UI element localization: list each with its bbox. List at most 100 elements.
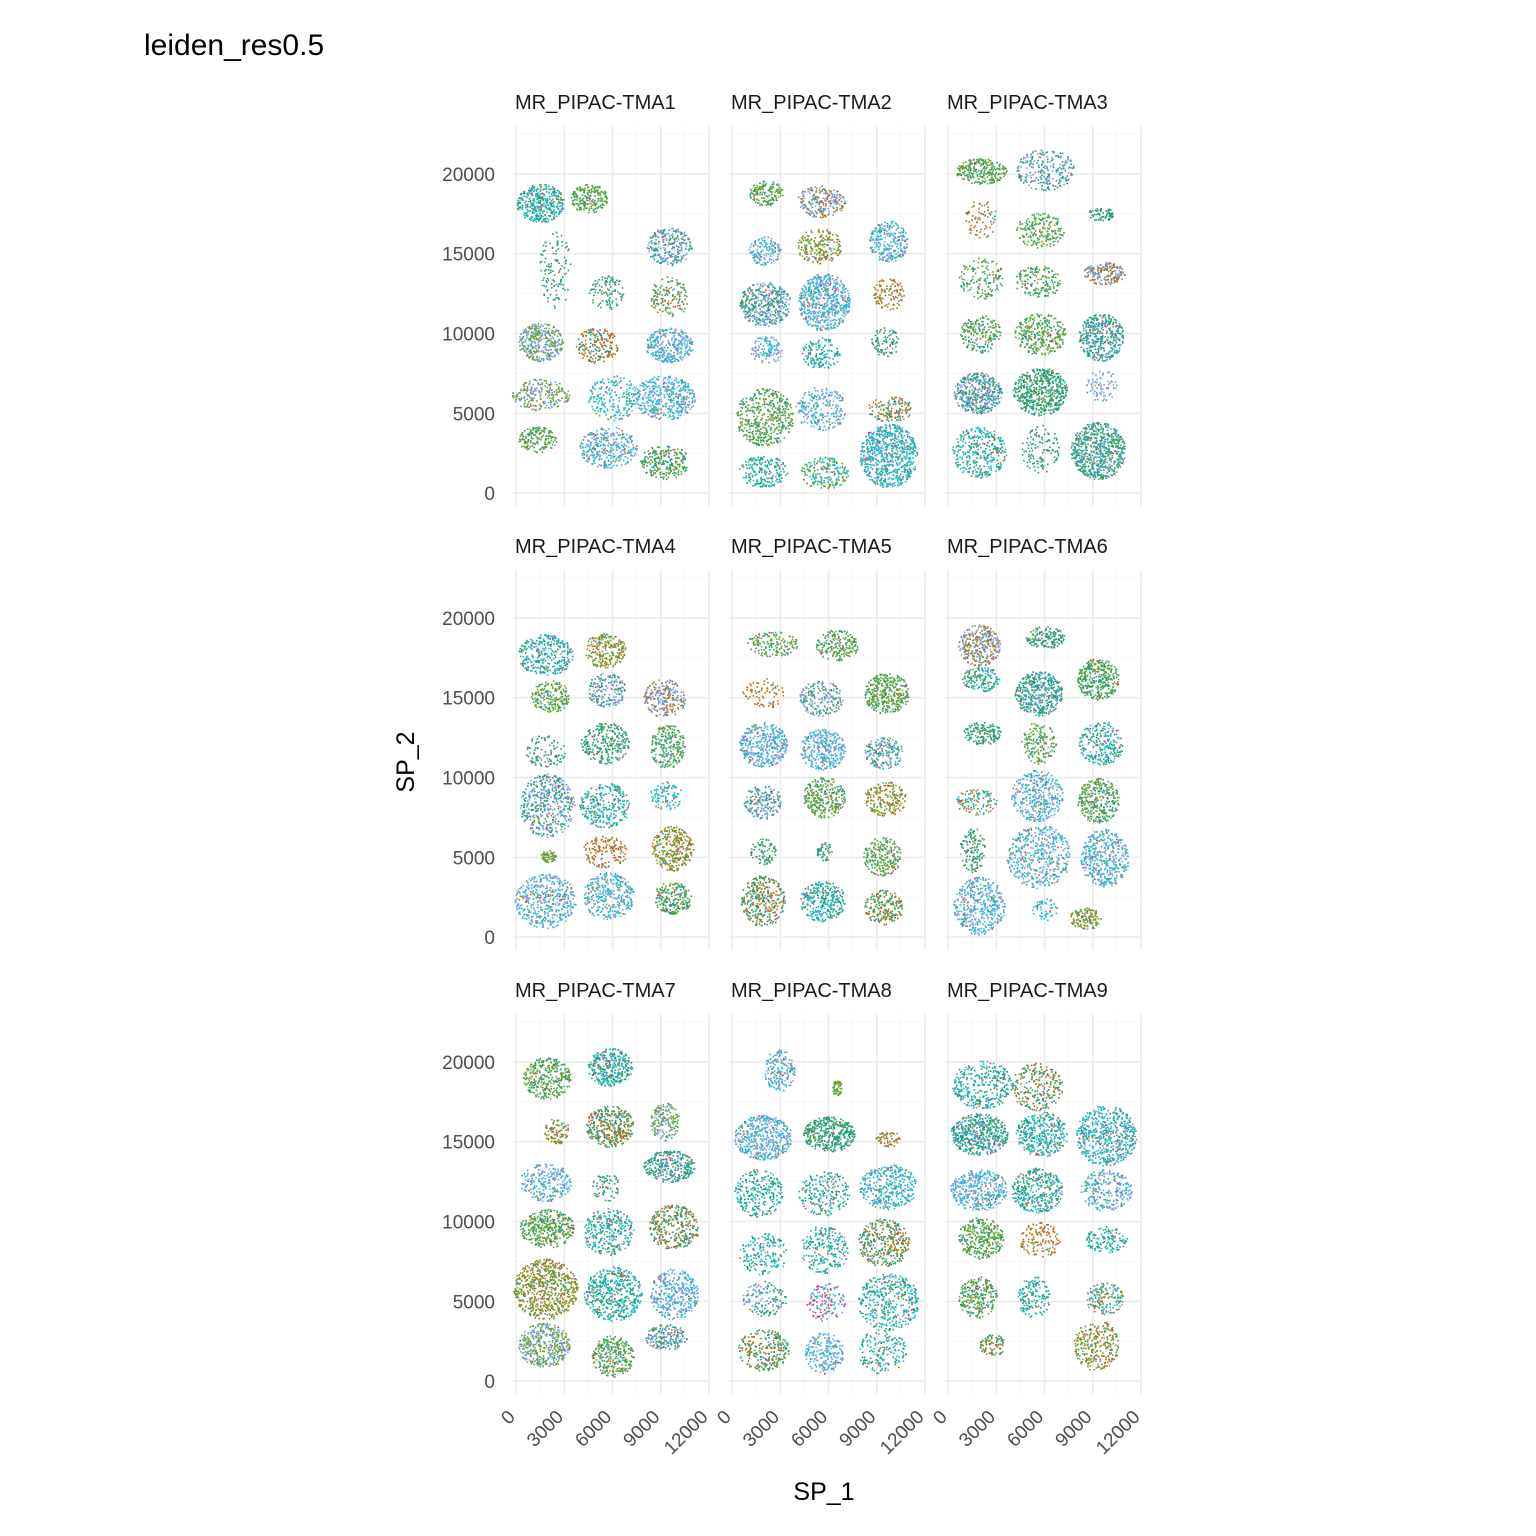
data-point — [604, 451, 607, 454]
data-point — [801, 237, 804, 240]
data-point — [582, 348, 584, 351]
data-point — [689, 389, 691, 392]
data-point — [654, 409, 656, 411]
data-point — [565, 259, 568, 261]
data-point — [606, 437, 609, 439]
data-point — [598, 278, 600, 281]
data-point — [758, 259, 761, 261]
data-point — [557, 398, 559, 401]
data-point — [531, 357, 534, 360]
data-point — [654, 233, 657, 236]
data-point — [770, 185, 772, 188]
data-point — [773, 286, 775, 289]
data-point — [644, 411, 646, 414]
data-point — [581, 199, 583, 202]
data-point — [676, 359, 679, 361]
data-point — [678, 385, 680, 387]
data-point — [525, 351, 527, 353]
data-point — [541, 386, 543, 389]
data-point — [646, 343, 649, 346]
data-point — [606, 295, 609, 297]
data-point — [526, 205, 528, 207]
data-point — [673, 253, 675, 256]
data-point — [763, 197, 765, 199]
data-point — [545, 404, 548, 407]
data-point — [537, 383, 539, 385]
data-point — [618, 456, 620, 459]
data-point — [677, 407, 679, 410]
data-point — [687, 249, 690, 252]
data-point — [678, 404, 681, 407]
data-point — [780, 315, 783, 318]
data-point — [672, 399, 675, 401]
data-point — [538, 345, 541, 347]
data-point — [527, 205, 529, 208]
data-point — [670, 458, 673, 461]
data-point — [662, 304, 665, 306]
data-point — [649, 246, 652, 248]
data-point — [777, 310, 779, 312]
data-point — [551, 351, 554, 354]
data-point — [634, 452, 637, 455]
data-point — [556, 393, 558, 395]
data-point — [592, 360, 594, 363]
data-point — [540, 208, 542, 210]
data-point — [520, 438, 523, 441]
data-point — [687, 337, 689, 339]
data-point — [894, 237, 897, 240]
data-point — [537, 343, 540, 346]
data-point — [555, 250, 557, 252]
data-point — [583, 208, 585, 211]
data-point — [665, 329, 667, 331]
data-point — [658, 402, 660, 404]
data-point — [592, 284, 594, 286]
data-point — [642, 398, 644, 401]
data-point — [747, 295, 750, 297]
data-point — [526, 390, 529, 392]
data-point — [670, 394, 673, 396]
data-point — [552, 330, 554, 332]
data-point — [822, 230, 824, 232]
data-point — [819, 216, 822, 219]
data-point — [608, 442, 610, 444]
data-point — [578, 338, 580, 341]
data-point — [531, 393, 534, 395]
data-point — [649, 469, 651, 471]
data-point — [809, 214, 811, 216]
data-point — [756, 198, 758, 201]
data-point — [609, 400, 611, 403]
data-point — [544, 446, 547, 448]
data-point — [631, 410, 633, 412]
data-point — [536, 214, 539, 217]
data-point — [692, 400, 694, 403]
data-point — [672, 344, 675, 346]
data-point — [673, 238, 676, 241]
data-point — [547, 395, 550, 397]
data-point — [611, 356, 614, 358]
data-point — [816, 260, 819, 263]
data-point — [548, 339, 550, 341]
data-point — [668, 253, 670, 255]
data-point — [777, 255, 779, 258]
data-point — [531, 398, 534, 400]
data-point — [560, 234, 563, 237]
data-point — [613, 434, 615, 437]
data-point — [771, 183, 774, 186]
data-point — [525, 382, 527, 385]
data-point — [688, 339, 690, 342]
data-point — [775, 259, 777, 261]
data-point — [616, 384, 618, 387]
data-point — [879, 238, 881, 241]
data-point — [821, 239, 824, 241]
data-point — [677, 292, 680, 294]
data-point — [520, 193, 522, 196]
data-point — [536, 427, 538, 429]
data-point — [530, 345, 533, 347]
data-point — [612, 464, 615, 467]
data-point — [525, 206, 527, 209]
data-point — [822, 197, 825, 199]
data-point — [829, 232, 832, 235]
data-point — [676, 347, 678, 350]
data-point — [673, 384, 675, 387]
data-point — [655, 461, 657, 464]
